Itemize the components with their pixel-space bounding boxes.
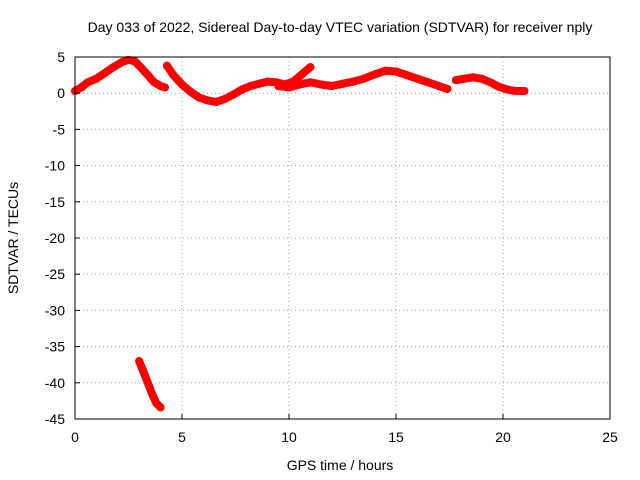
data-point — [306, 63, 315, 72]
y-tick-label: -45 — [45, 411, 65, 427]
tick-layer: 0 5 10 15 20 25 5 0 -5 -10 -15 -20 -25 -30 -35 -40 -45 — [45, 49, 618, 445]
data-point — [349, 77, 358, 86]
y-tick-label: -35 — [45, 339, 65, 355]
data-point — [413, 74, 422, 83]
data-point — [434, 82, 443, 90]
data-point — [139, 367, 148, 376]
chart-title: Day 033 of 2022, Sidereal Day-to-day VTE… — [88, 19, 593, 35]
y-tick-label: -40 — [45, 375, 65, 391]
x-tick-label: 5 — [178, 429, 186, 445]
data-point — [274, 82, 283, 90]
y-tick-label: -15 — [45, 194, 65, 210]
data-point — [295, 80, 304, 89]
y-tick-label: -25 — [45, 266, 65, 282]
data-point — [156, 403, 165, 412]
y-tick-label: -30 — [45, 302, 65, 318]
y-tick-label: -5 — [53, 121, 66, 137]
data-point — [143, 71, 152, 80]
data-point — [135, 357, 144, 366]
data-point — [109, 63, 118, 72]
data-point — [118, 58, 127, 67]
data-point — [212, 97, 221, 106]
data-point — [124, 55, 133, 64]
data-point — [255, 79, 263, 88]
x-tick-label: 15 — [388, 429, 404, 445]
x-axis-label: GPS time / hours — [287, 457, 394, 473]
data-point — [169, 71, 178, 80]
data-point — [503, 85, 512, 94]
data-point — [477, 74, 486, 83]
data-point — [392, 67, 400, 76]
x-tick-label: 10 — [281, 429, 297, 445]
data-point — [402, 71, 411, 80]
data-point — [237, 85, 246, 94]
data-point — [246, 82, 255, 90]
data-point — [143, 378, 152, 387]
data-point — [160, 83, 169, 92]
data-point — [494, 82, 503, 91]
data-point — [511, 87, 520, 95]
data-point — [520, 87, 529, 95]
data-point — [317, 80, 326, 89]
data-point — [338, 79, 347, 88]
data-point — [92, 74, 101, 83]
data-point — [195, 93, 204, 102]
x-tick-label: 0 — [71, 429, 79, 445]
data-point — [370, 70, 379, 79]
data-point — [130, 57, 139, 66]
data-point — [297, 70, 306, 79]
data-point — [220, 95, 229, 103]
data-point — [469, 73, 477, 82]
y-tick-label: 5 — [57, 49, 65, 65]
data-point — [381, 66, 390, 75]
data-point — [486, 78, 495, 87]
data-point — [203, 96, 212, 105]
data-point — [443, 84, 452, 93]
data-point — [137, 63, 146, 72]
data-point — [229, 90, 238, 99]
data-layer — [71, 55, 529, 412]
data-point — [327, 82, 336, 90]
data-point — [285, 83, 293, 92]
data-point — [451, 76, 460, 85]
grid-layer — [75, 57, 610, 419]
y-tick-label: 0 — [57, 85, 65, 101]
x-tick-label: 25 — [602, 429, 618, 445]
y-tick-label: -10 — [45, 158, 65, 174]
data-point — [163, 61, 171, 70]
data-point — [186, 87, 195, 96]
data-point — [424, 78, 433, 87]
data-point — [460, 74, 469, 83]
data-point — [359, 74, 368, 83]
data-point — [306, 78, 315, 87]
data-point — [101, 68, 109, 77]
y-axis-label: SDTVAR / TECUs — [5, 182, 21, 294]
data-point — [148, 389, 156, 398]
data-point — [263, 77, 272, 86]
data-point — [83, 78, 92, 87]
data-point — [178, 80, 186, 89]
data-point — [150, 78, 159, 87]
data-point — [77, 83, 86, 92]
y-tick-label: -20 — [45, 230, 65, 246]
x-tick-label: 20 — [495, 429, 511, 445]
